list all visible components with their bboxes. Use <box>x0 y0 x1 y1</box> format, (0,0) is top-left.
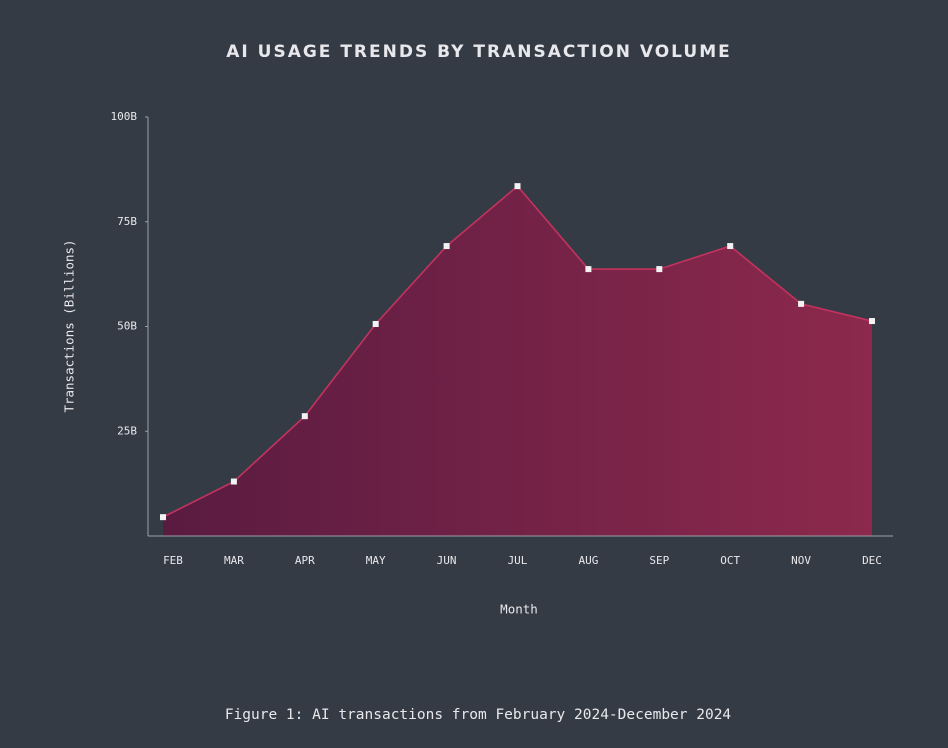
data-point <box>230 478 237 485</box>
area-fill <box>163 186 872 536</box>
data-point <box>514 183 521 190</box>
y-tick-label: 100B <box>111 110 138 123</box>
data-point <box>160 514 166 521</box>
y-tick-label: 75B <box>117 215 137 228</box>
data-point <box>656 266 663 273</box>
x-axis-title: Month <box>500 602 538 617</box>
data-point <box>443 243 450 250</box>
plot-area <box>160 183 875 536</box>
data-point <box>585 266 592 273</box>
caption: Figure 1: AI transactions from February … <box>225 707 732 723</box>
x-tick-label: OCT <box>720 554 740 567</box>
y-tick-label: 25B <box>117 424 137 437</box>
x-tick-label: JUN <box>437 554 457 567</box>
x-tick-label: APR <box>295 554 315 567</box>
x-tick-label: MAR <box>224 554 244 567</box>
x-tick-label: MAY <box>366 554 386 567</box>
data-point <box>727 243 734 250</box>
data-point <box>372 320 379 327</box>
x-tick-label: NOV <box>791 554 811 567</box>
x-tick-label: DEC <box>862 554 882 567</box>
chart-title: AI USAGE TRENDS BY TRANSACTION VOLUME <box>226 42 731 62</box>
x-tick-label: FEB <box>163 554 183 567</box>
x-tick-label: JUL <box>508 554 528 567</box>
data-point <box>869 318 875 325</box>
data-point <box>798 300 805 307</box>
x-tick-label: SEP <box>649 554 669 567</box>
y-axis-title: Transactions (Billions) <box>62 239 77 412</box>
x-tick-label: AUG <box>578 554 598 567</box>
y-tick-label: 50B <box>117 320 137 333</box>
data-point <box>301 413 308 420</box>
